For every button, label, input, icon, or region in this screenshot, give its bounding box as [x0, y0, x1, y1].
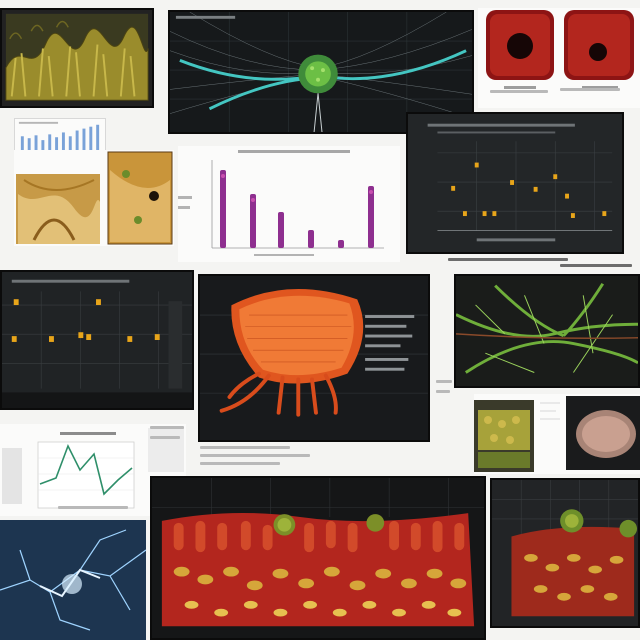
caption-line [560, 88, 620, 91]
olive-fibrous-tissue-panel [0, 8, 154, 108]
caption-line [200, 454, 310, 457]
caption-line [560, 264, 632, 267]
purple-dot-column-plot-panel [178, 146, 400, 262]
caption-line [200, 462, 280, 465]
caption-line [436, 380, 452, 383]
green-vascular-panel [454, 274, 640, 388]
small-tissue-thumbnails-panel [474, 394, 640, 474]
caption-line [436, 390, 450, 393]
caption-line [448, 258, 568, 261]
caption-line [150, 436, 180, 439]
red-green-tissue-panel-right [490, 478, 640, 628]
red-cell-layer-panel [150, 476, 486, 640]
orange-organ-render-panel [198, 274, 430, 442]
blue-lightning-neuron-panel [0, 520, 146, 640]
caption-line [58, 506, 128, 509]
scatter-plot-dark-panel-left [0, 270, 194, 410]
yellow-tissue-sections-panel [14, 150, 174, 246]
caption-line [200, 446, 290, 449]
caption-line [150, 426, 184, 429]
scatter-plot-dark-panel-top [406, 112, 624, 254]
red-tissue-pair-panel [478, 8, 640, 108]
caption-line [490, 90, 548, 93]
